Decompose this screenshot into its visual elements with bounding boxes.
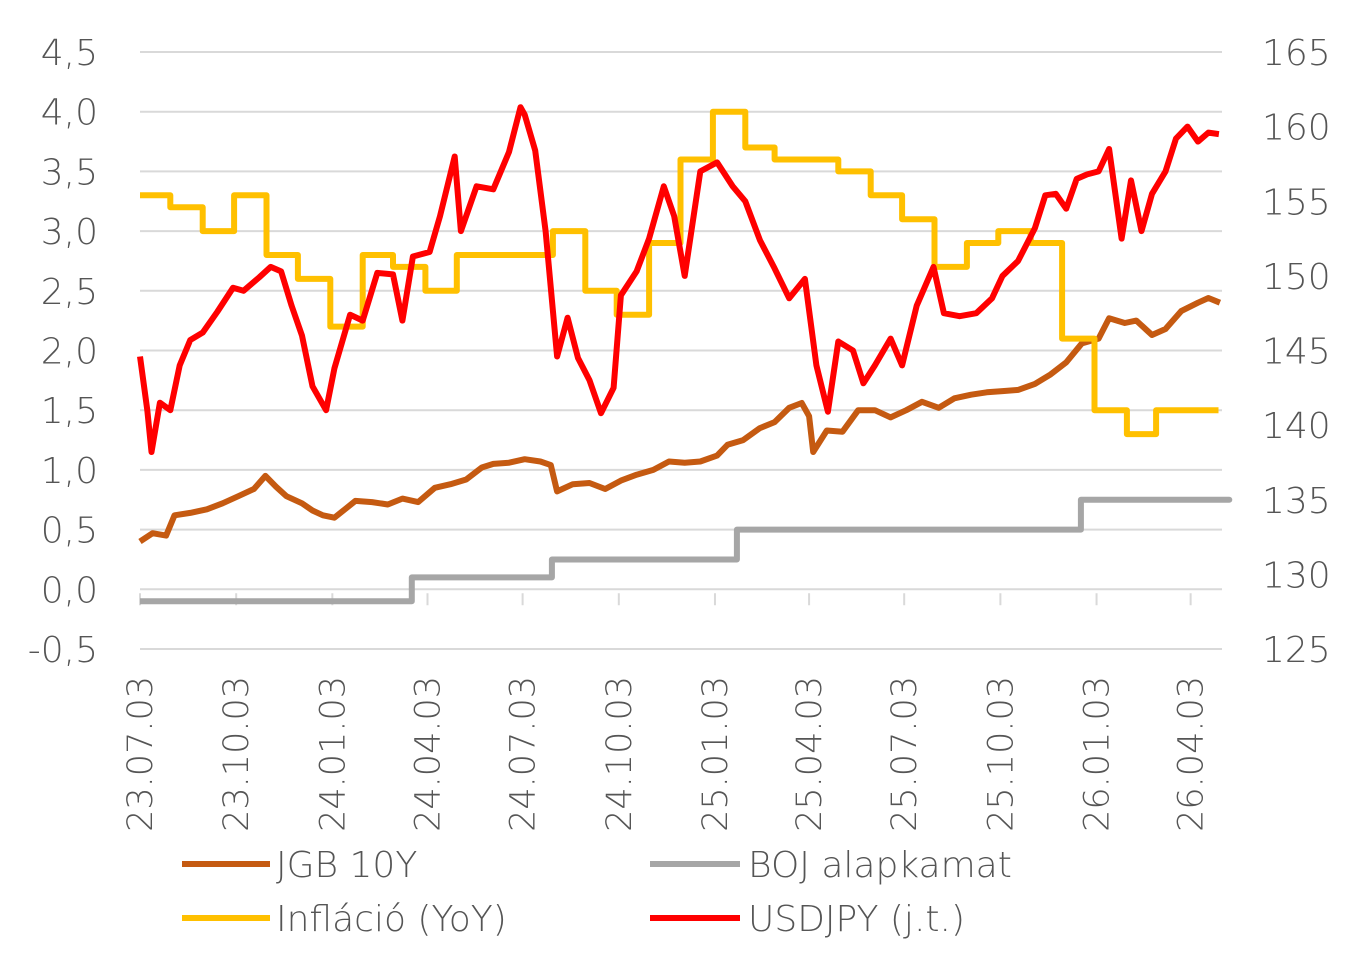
legend-label-jgb-10y: JGB 10Y [276, 845, 417, 886]
x-tick-label: 25.10.03 [981, 676, 1021, 832]
y-left-tick-label: 2,0 [41, 332, 98, 373]
legend: JGB 10Y BOJ alapkamat Infláció (YoY) USD… [182, 845, 1012, 940]
x-tick-label: 24.10.03 [600, 676, 640, 832]
legend-label-usdjpy: USDJPY (j.t.) [748, 899, 965, 940]
y-right-tick-label: 140 [1262, 406, 1331, 447]
legend-item-inflacio: Infláció (YoY) [182, 899, 507, 940]
y-right-tick-label: 125 [1262, 630, 1331, 671]
legend-item-jgb-10y: JGB 10Y [182, 845, 417, 886]
y-right-tick-label: 135 [1262, 481, 1331, 522]
right-y-axis: 165 160 155 150 145 140 135 130 125 [1262, 33, 1331, 671]
legend-label-boj-alapkamat: BOJ alapkamat [748, 845, 1012, 886]
left-y-axis: 4,5 4,0 3,5 3,0 2,5 2,0 1,5 1,0 0,5 0,0 -0,5 [28, 33, 98, 671]
legend-item-boj-alapkamat: BOJ alapkamat [650, 845, 1012, 886]
series-line-jgb-10y [138, 295, 1222, 544]
x-tick-label: 23.07.03 [121, 676, 161, 832]
series-line-boj-alapkamat [140, 496, 1233, 605]
y-left-tick-label: 3,0 [41, 212, 98, 253]
y-left-tick-label: 4,0 [41, 93, 98, 134]
x-tick-label: 25.07.03 [885, 676, 925, 832]
x-tick-label: 26.01.03 [1078, 676, 1118, 832]
y-left-tick-label: 1,5 [41, 391, 98, 432]
x-tick-label: 24.04.03 [408, 676, 448, 832]
x-tick-label: 25.01.03 [696, 676, 736, 832]
y-left-tick-label: 1,0 [41, 451, 98, 492]
series-lines [137, 104, 1233, 605]
y-left-tick-label: 4,5 [41, 33, 98, 74]
legend-item-usdjpy: USDJPY (j.t.) [650, 899, 965, 940]
y-right-tick-label: 155 [1262, 182, 1331, 223]
y-right-tick-label: 130 [1262, 555, 1331, 596]
x-tick-label: 25.04.03 [790, 676, 830, 832]
legend-label-inflacio: Infláció (YoY) [276, 899, 507, 940]
y-left-tick-label: 0,5 [41, 511, 98, 552]
series-line-usdjpy-j-t [137, 104, 1220, 455]
y-right-tick-label: 150 [1262, 257, 1331, 298]
y-right-tick-label: 165 [1262, 33, 1331, 74]
y-left-tick-label: -0,5 [28, 630, 98, 671]
y-left-tick-label: 0,0 [41, 570, 98, 611]
y-left-tick-label: 2,5 [41, 272, 98, 313]
x-tick-label: 23.10.03 [217, 676, 257, 832]
series-line-inflacio-yoy [140, 108, 1219, 438]
y-left-tick-label: 3,5 [41, 152, 98, 193]
x-tick-label: 24.01.03 [313, 676, 353, 832]
x-tick-label: 24.07.03 [504, 676, 544, 832]
grid-lines [140, 51, 1222, 650]
y-right-tick-label: 145 [1262, 332, 1331, 373]
x-axis-labels: 23.07.03 23.10.03 24.01.03 24.04.03 24.07.03… [121, 676, 1212, 832]
y-right-tick-label: 160 [1262, 108, 1331, 149]
x-tick-label: 26.04.03 [1172, 676, 1212, 832]
